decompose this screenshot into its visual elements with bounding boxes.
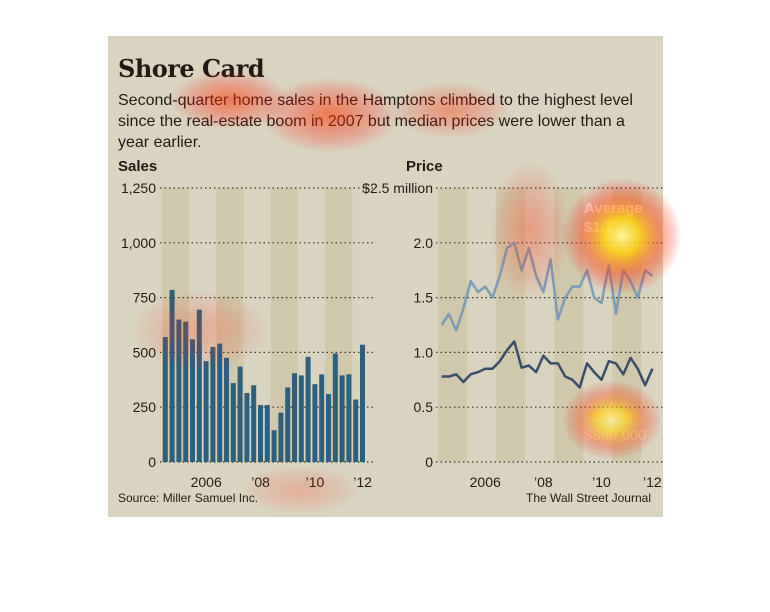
price-x-tick-label: ’12 xyxy=(643,474,662,490)
sales-bar xyxy=(224,357,229,462)
sales-bar xyxy=(360,344,365,462)
sales-y-tick-label: 0 xyxy=(148,454,156,470)
sales-bar xyxy=(353,399,359,462)
chart-card: Shore Card Second-quarter home sales in … xyxy=(108,36,663,517)
price-x-tick-label: ’10 xyxy=(592,474,611,490)
sales-bar xyxy=(210,346,216,462)
sales-axis-label: Sales xyxy=(118,158,158,175)
sales-bar xyxy=(319,374,325,462)
sales-bar-chart: 1,250 1,000 750 500 250 0 2006 ’08 ’10 ’12 $2.5 mi… xyxy=(121,180,663,490)
price-x-tick-label: 2006 xyxy=(470,474,501,490)
price-y-tick-label: 2.0 xyxy=(414,235,434,251)
sales-bar xyxy=(169,289,175,462)
source-note: Source: Miller Samuel Inc. xyxy=(118,491,259,505)
sales-y-tick-label: 250 xyxy=(133,399,157,415)
median-annotation-label: Median xyxy=(586,407,638,424)
median-annotation-value: $850,000 xyxy=(584,427,647,444)
price-y-tick-label: $2.5 million xyxy=(362,180,433,196)
price-x-tick-label: ’08 xyxy=(534,474,553,490)
average-annotation-label: Average xyxy=(584,200,643,217)
price-y-tick-label: 0 xyxy=(425,454,433,470)
sales-x-tick-label: 2006 xyxy=(191,474,222,490)
price-line-median xyxy=(441,340,654,389)
sales-y-tick-label: 750 xyxy=(133,290,157,306)
sales-bar xyxy=(312,384,318,462)
price-axis-label: Price xyxy=(406,158,443,175)
average-annotation-value: $1.7 xyxy=(584,219,613,236)
sales-y-tick-label: 500 xyxy=(133,344,157,360)
sales-bar xyxy=(326,394,331,462)
price-y-tick-label: 0.5 xyxy=(414,399,434,415)
sales-bar xyxy=(244,392,250,462)
sales-bar xyxy=(285,387,291,462)
sales-bar xyxy=(237,366,243,462)
sales-bar xyxy=(278,412,284,462)
price-year-band xyxy=(496,188,526,462)
sales-bar xyxy=(339,375,345,462)
sales-bar xyxy=(292,373,297,462)
sales-bar xyxy=(217,343,223,462)
sales-x-tick-label: ’12 xyxy=(353,474,372,490)
sales-y-tick-label: 1,000 xyxy=(121,235,156,251)
sales-bar xyxy=(162,337,168,462)
sales-y-tick-label: 1,250 xyxy=(121,180,156,196)
sales-bar xyxy=(230,383,236,462)
price-y-tick-label: 1.0 xyxy=(414,344,434,360)
sales-bar xyxy=(332,353,338,462)
sales-bar xyxy=(190,339,195,462)
sales-bar xyxy=(183,321,189,462)
sales-bar xyxy=(176,319,182,462)
sales-bar xyxy=(298,375,304,462)
sales-bar xyxy=(203,361,209,462)
sales-bar xyxy=(346,374,352,462)
sales-bar xyxy=(258,405,263,462)
sales-bar xyxy=(196,309,202,462)
sales-bar xyxy=(264,405,270,462)
price-year-band xyxy=(554,188,584,462)
sales-bar xyxy=(271,430,277,462)
publisher-credit: The Wall Street Journal xyxy=(526,491,651,505)
sales-x-tick-label: ’08 xyxy=(251,474,270,490)
price-y-tick-label: 1.5 xyxy=(414,290,434,306)
sales-bar xyxy=(305,356,311,462)
sales-bar xyxy=(251,385,257,462)
sales-x-tick-label: ’10 xyxy=(306,474,325,490)
